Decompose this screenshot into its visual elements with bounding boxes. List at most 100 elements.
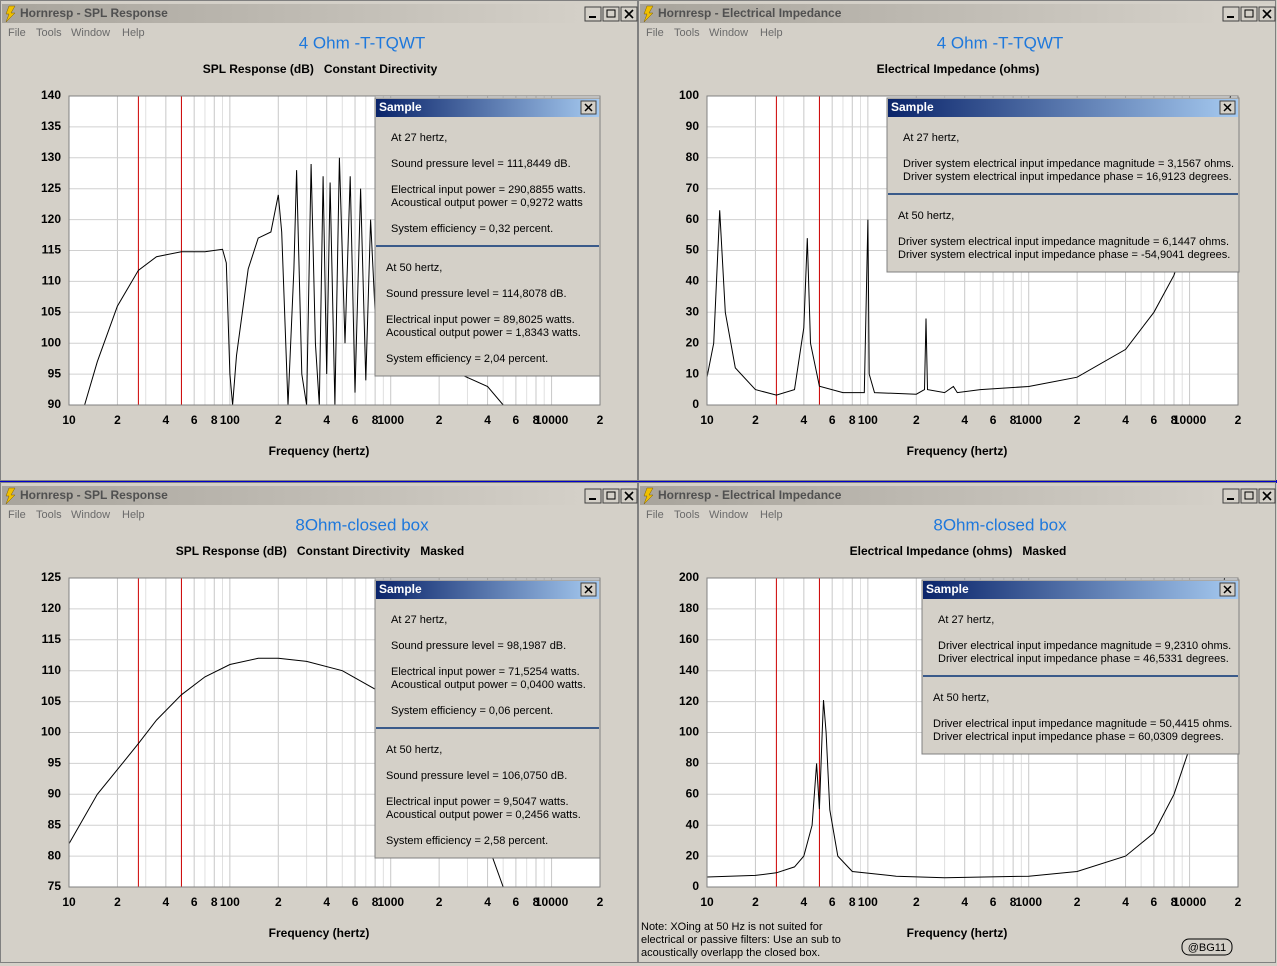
x-axis-label: Frequency (hertz) — [907, 444, 1008, 458]
y-tick-label: 60 — [686, 212, 700, 226]
y-tick-label: 40 — [686, 817, 700, 831]
sample-line: At 50 hertz, — [386, 744, 442, 756]
app-icon — [643, 487, 654, 505]
menu-item[interactable]: Tools — [36, 509, 62, 521]
y-tick-label: 200 — [679, 570, 699, 584]
popup-title-bar — [923, 581, 1238, 599]
maximize-button[interactable] — [1240, 6, 1258, 22]
y-tick-label: 100 — [679, 88, 699, 102]
menu-item[interactable]: Help — [760, 27, 783, 39]
x-tick-label: 10000 — [535, 895, 569, 909]
sample-line: Sound pressure level = 98,1987 dB. — [391, 640, 566, 652]
x-tick-label: 2 — [275, 413, 282, 427]
minimize-button[interactable] — [584, 6, 602, 22]
menu-item[interactable]: File — [646, 27, 664, 39]
x-tick-label: 8 — [533, 413, 540, 427]
y-tick-label: 130 — [41, 150, 61, 164]
x-tick-label: 6 — [1151, 413, 1158, 427]
menu-item[interactable]: Window — [709, 509, 748, 521]
x-axis-label: Frequency (hertz) — [907, 926, 1008, 940]
maximize-button[interactable] — [1240, 488, 1258, 504]
menu-item[interactable]: Tools — [36, 27, 62, 39]
window-title: Hornresp - SPL Response — [20, 488, 168, 502]
sample-line: At 27 hertz, — [391, 132, 447, 144]
chart-subtitle: Electrical Impedance (ohms) — [877, 62, 1040, 76]
x-tick-label: 4 — [163, 895, 170, 909]
y-tick-label: 80 — [48, 848, 62, 862]
x-tick-label: 8 — [211, 895, 218, 909]
menu-item[interactable]: File — [8, 27, 26, 39]
x-tick-label: 2 — [1074, 895, 1081, 909]
minimize-button[interactable] — [1222, 6, 1240, 22]
sample-popup: Sample At 27 hertz, Driver system electric… — [886, 97, 1240, 273]
chart-title: 4 Ohm -T-TQWT — [937, 33, 1064, 52]
x-tick-label: 2 — [1235, 413, 1242, 427]
x-tick-label: 100 — [858, 895, 878, 909]
menu-item[interactable]: Help — [122, 509, 145, 521]
minimize-button[interactable] — [584, 488, 602, 504]
menu-item[interactable]: Window — [71, 509, 110, 521]
menu-item[interactable]: Window — [709, 27, 748, 39]
y-tick-label: 115 — [42, 632, 62, 646]
popup-frame — [886, 97, 1240, 273]
y-tick-label: 105 — [41, 304, 61, 318]
sample-line: Sound pressure level = 106,0750 dB. — [386, 770, 567, 782]
glyph — [584, 585, 593, 594]
popup-frame — [921, 579, 1240, 755]
sample-line: Acoustical output power = 0,0400 watts. — [391, 679, 586, 691]
menu-item[interactable]: Tools — [674, 509, 700, 521]
maximize-button[interactable] — [602, 488, 620, 504]
x-tick-label: 2 — [275, 895, 282, 909]
window: Hornresp - SPL Response File Tools Window He… — [0, 482, 638, 963]
sample-line: Driver electrical input impedance magnit… — [933, 718, 1232, 730]
window: Hornresp - Electrical Impedance File Tools… — [638, 482, 1276, 963]
menu-item[interactable]: Tools — [674, 27, 700, 39]
x-tick-label: 2 — [913, 413, 920, 427]
x-tick-label: 10 — [700, 413, 714, 427]
window-title: Hornresp - Electrical Impedance — [658, 6, 842, 20]
x-tick-label: 6 — [352, 413, 359, 427]
minimize-button[interactable] — [1222, 488, 1240, 504]
x-tick-label: 2 — [1235, 895, 1242, 909]
y-tick-label: 110 — [42, 274, 62, 288]
menu-item[interactable]: Window — [71, 27, 110, 39]
y-tick-label: 125 — [41, 570, 61, 584]
y-tick-label: 95 — [48, 756, 62, 770]
y-tick-label: 90 — [48, 397, 62, 411]
note-line: Note: XOing at 50 Hz is not suited for — [641, 921, 823, 933]
chart-subtitle: SPL Response (dB) Constant Directivity Mas… — [176, 544, 465, 558]
sample-line: At 27 hertz, — [938, 614, 994, 626]
y-tick-label: 140 — [679, 663, 699, 677]
x-tick-label: 8 — [1010, 895, 1017, 909]
glyph — [624, 9, 634, 19]
x-tick-label: 6 — [829, 895, 836, 909]
x-tick-label: 8 — [1171, 895, 1178, 909]
sample-line: System efficiency = 2,58 percent. — [386, 835, 548, 847]
y-tick-label: 115 — [42, 243, 62, 257]
menu-item[interactable]: Help — [122, 27, 145, 39]
sample-line: Electrical input power = 89,8025 watts. — [386, 314, 575, 326]
x-tick-label: 10000 — [1173, 895, 1207, 909]
x-tick-label: 4 — [323, 895, 330, 909]
x-axis-label: Frequency (hertz) — [269, 926, 370, 940]
chart-title: 8Ohm-closed box — [933, 515, 1067, 534]
maximize-button[interactable] — [602, 6, 620, 22]
menu-item[interactable]: Help — [760, 509, 783, 521]
y-tick-label: 160 — [679, 632, 699, 646]
menu-item[interactable]: File — [646, 509, 664, 521]
sample-line: Driver system electrical input impedance… — [903, 158, 1234, 170]
x-tick-label: 6 — [513, 413, 520, 427]
x-tick-label: 2 — [597, 895, 604, 909]
x-tick-label: 6 — [1151, 895, 1158, 909]
sample-line: At 50 hertz, — [386, 262, 442, 274]
x-tick-label: 2 — [913, 895, 920, 909]
menu-item[interactable]: File — [8, 509, 26, 521]
window: Hornresp - SPL Response File Tools Window He… — [0, 0, 638, 481]
subtitle-part: Constant Directivity — [324, 62, 438, 76]
x-tick-label: 10 — [62, 895, 76, 909]
y-tick-label: 135 — [41, 119, 61, 133]
glyph — [1223, 585, 1232, 594]
sample-line: System efficiency = 2,04 percent. — [386, 353, 548, 365]
sample-line: Sound pressure level = 114,8078 dB. — [386, 288, 567, 300]
